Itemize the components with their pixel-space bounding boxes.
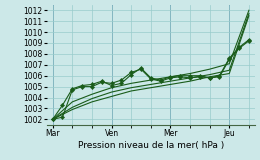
X-axis label: Pression niveau de la mer( hPa ): Pression niveau de la mer( hPa ): [78, 141, 224, 150]
